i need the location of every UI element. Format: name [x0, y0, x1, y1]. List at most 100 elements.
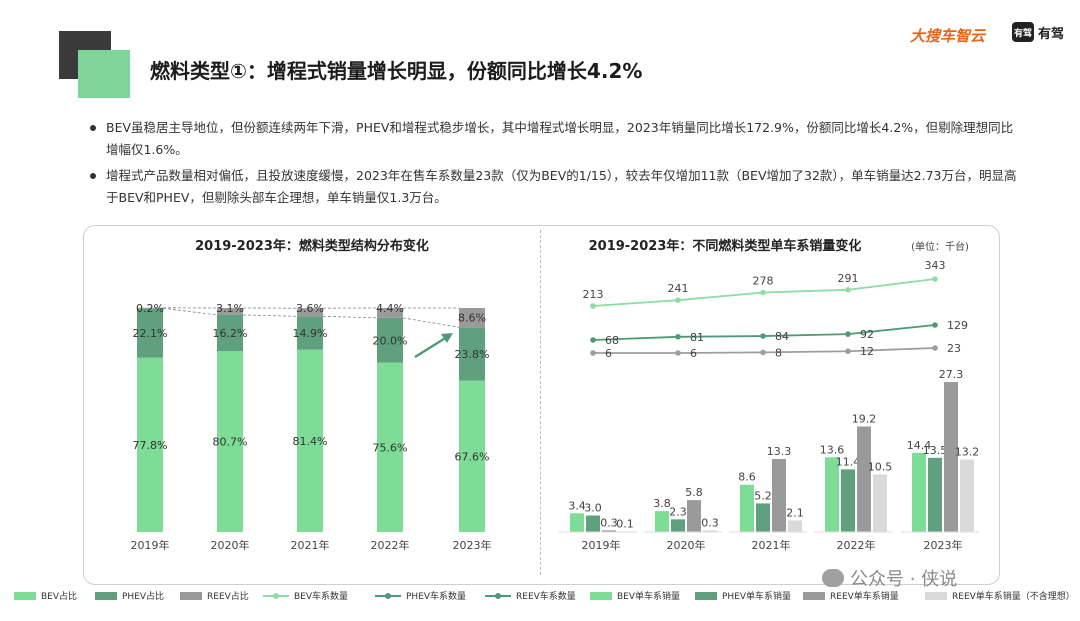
data-label-phev: 14.9%: [293, 327, 328, 340]
bullet-item: 增程式产品数量相对偏低，且投放速度缓慢，2023年在售车系数量23款（仅为BEV…: [90, 165, 1020, 209]
page-title: 燃料类型①：增程式销量增长明显，份额同比增长4.2%: [150, 59, 643, 83]
title-decoration-green: [78, 50, 130, 98]
chart-legend: BEV占比 PHEV占比 REEV占比 BEV车系数量 PHEV车系数量 REEV车系数量…: [0, 589, 1080, 609]
bar-data-label: 13.3: [767, 445, 792, 458]
legend-label: REEV单车系销量: [830, 592, 899, 602]
bar-data-label: 0.3: [600, 516, 618, 529]
sales-bar: [655, 511, 669, 532]
line-data-label: 8: [775, 346, 782, 359]
legend-label: BEV单车系销量: [617, 592, 681, 602]
legend-label: REEV车系数量: [516, 592, 576, 602]
line-data-label: 68: [605, 334, 619, 347]
line-data-label: 81: [690, 331, 704, 344]
wechat-text: 公众号 · 侠说: [850, 569, 958, 590]
bar-data-label: 19.2: [852, 413, 877, 426]
sales-bar: [602, 530, 616, 532]
sales-bar: [772, 458, 786, 532]
legend-dot: [273, 592, 279, 599]
segment-connector: [402, 317, 460, 328]
data-label-reev: 4.4%: [376, 302, 404, 315]
bar-segment: [459, 327, 485, 381]
series-point: [675, 297, 681, 303]
sales-bar: [912, 452, 926, 532]
bar-data-label: 27.3: [939, 368, 964, 381]
brand-logo-2-text: 有驾: [1038, 26, 1065, 42]
data-label-phev: 16.2%: [213, 327, 248, 340]
bullet-text: BEV虽稳居主导地位，但份额连续两年下滑，PHEV和增程式稳步增长，其中增程式增…: [106, 120, 1014, 157]
legend-swatch: [180, 591, 202, 600]
data-label-reev: 3.1%: [216, 302, 244, 315]
legend-swatch: [14, 591, 36, 600]
series-point: [590, 303, 596, 309]
sales-bar: [944, 382, 958, 532]
legend-swatch: [95, 591, 117, 600]
bar-segment: [217, 351, 243, 532]
growth-arrow: [414, 335, 448, 359]
bar-data-label: 13.2: [955, 445, 980, 458]
series-point: [675, 334, 681, 340]
series-point: [760, 333, 766, 339]
bar-segment: [137, 308, 163, 358]
x-tick-label: 2020年: [667, 538, 706, 552]
line-data-label: 23: [947, 342, 961, 355]
legend-label: REEV占比: [207, 592, 249, 602]
bullet-dot: [90, 173, 96, 179]
x-tick-label: 2022年: [371, 538, 410, 552]
data-label-reev: 3.6%: [296, 302, 324, 315]
data-label-phev: 20.0%: [373, 334, 408, 347]
bullet-text: 增程式产品数量相对偏低，且投放速度缓慢，2023年在售车系数量23款（仅为BEV…: [106, 168, 1017, 205]
legend-line-swatch: [375, 592, 401, 600]
panel-divider: [540, 230, 541, 575]
sales-bar: [825, 457, 839, 532]
chart-title: 2019-2023年：不同燃料类型单车系销量变化: [589, 238, 862, 254]
series-point: [932, 345, 938, 351]
bar-data-label: 10.5: [868, 460, 893, 473]
bar-segment: [217, 308, 243, 315]
brand-logo: 大搜车智云: [910, 27, 986, 45]
x-tick-label: 2023年: [453, 538, 492, 552]
brand-icon: 有驾: [1012, 22, 1034, 42]
legend-label: BEV占比: [41, 592, 78, 602]
series-point: [845, 348, 851, 355]
sales-bar: [960, 459, 974, 532]
series-point: [760, 349, 766, 356]
data-label-bev: 67.6%: [455, 450, 490, 463]
x-tick-label: 2022年: [837, 538, 876, 552]
sales-bar: [841, 469, 855, 532]
x-tick-label: 2019年: [582, 538, 621, 552]
segment-connector: [242, 314, 298, 317]
series-point: [590, 337, 596, 343]
chart-title: 2019-2023年：燃料类型结构分布变化: [195, 238, 429, 254]
series-count-and-sales-chart: 2019-2023年：不同燃料类型单车系销量变化 (单位：千台) 213 241 278…: [559, 238, 980, 552]
bar-segment: [459, 308, 485, 328]
x-tick-label: 2020年: [211, 538, 250, 552]
data-label-phev: 23.8%: [455, 348, 490, 361]
line-data-label: 343: [925, 259, 946, 272]
sales-bar: [788, 520, 802, 532]
bar-data-label: 3.0: [584, 502, 602, 515]
bar-segment: [377, 317, 403, 363]
legend-item: REEV单车系销量（不含理想）: [925, 589, 1075, 602]
wechat-watermark: 公众号 · 侠说: [822, 565, 957, 591]
line-data-label: 6: [690, 347, 697, 360]
data-label-bev: 75.6%: [373, 441, 408, 454]
legend-dot: [385, 592, 391, 599]
sales-bar: [873, 474, 887, 532]
bar-data-label: 8.6: [738, 471, 756, 484]
legend-swatch: [695, 591, 717, 600]
data-label-phev: 22.1%: [133, 327, 168, 340]
legend-label: PHEV占比: [122, 592, 165, 602]
bar-segment: [377, 362, 403, 532]
series-point: [590, 350, 596, 356]
bar-data-label: 5.8: [685, 486, 703, 499]
sales-bar: [857, 426, 871, 532]
sales-bar: [671, 519, 685, 532]
legend-item: REEV占比: [180, 589, 249, 602]
legend-swatch: [803, 591, 825, 600]
line-data-label: 291: [838, 272, 859, 285]
bar-segment: [459, 380, 485, 532]
legend-item: REEV车系数量: [485, 589, 576, 602]
legend-line-swatch: [485, 592, 511, 600]
data-label-bev: 81.4%: [293, 435, 328, 448]
data-label-reev: 8.6%: [458, 312, 486, 325]
